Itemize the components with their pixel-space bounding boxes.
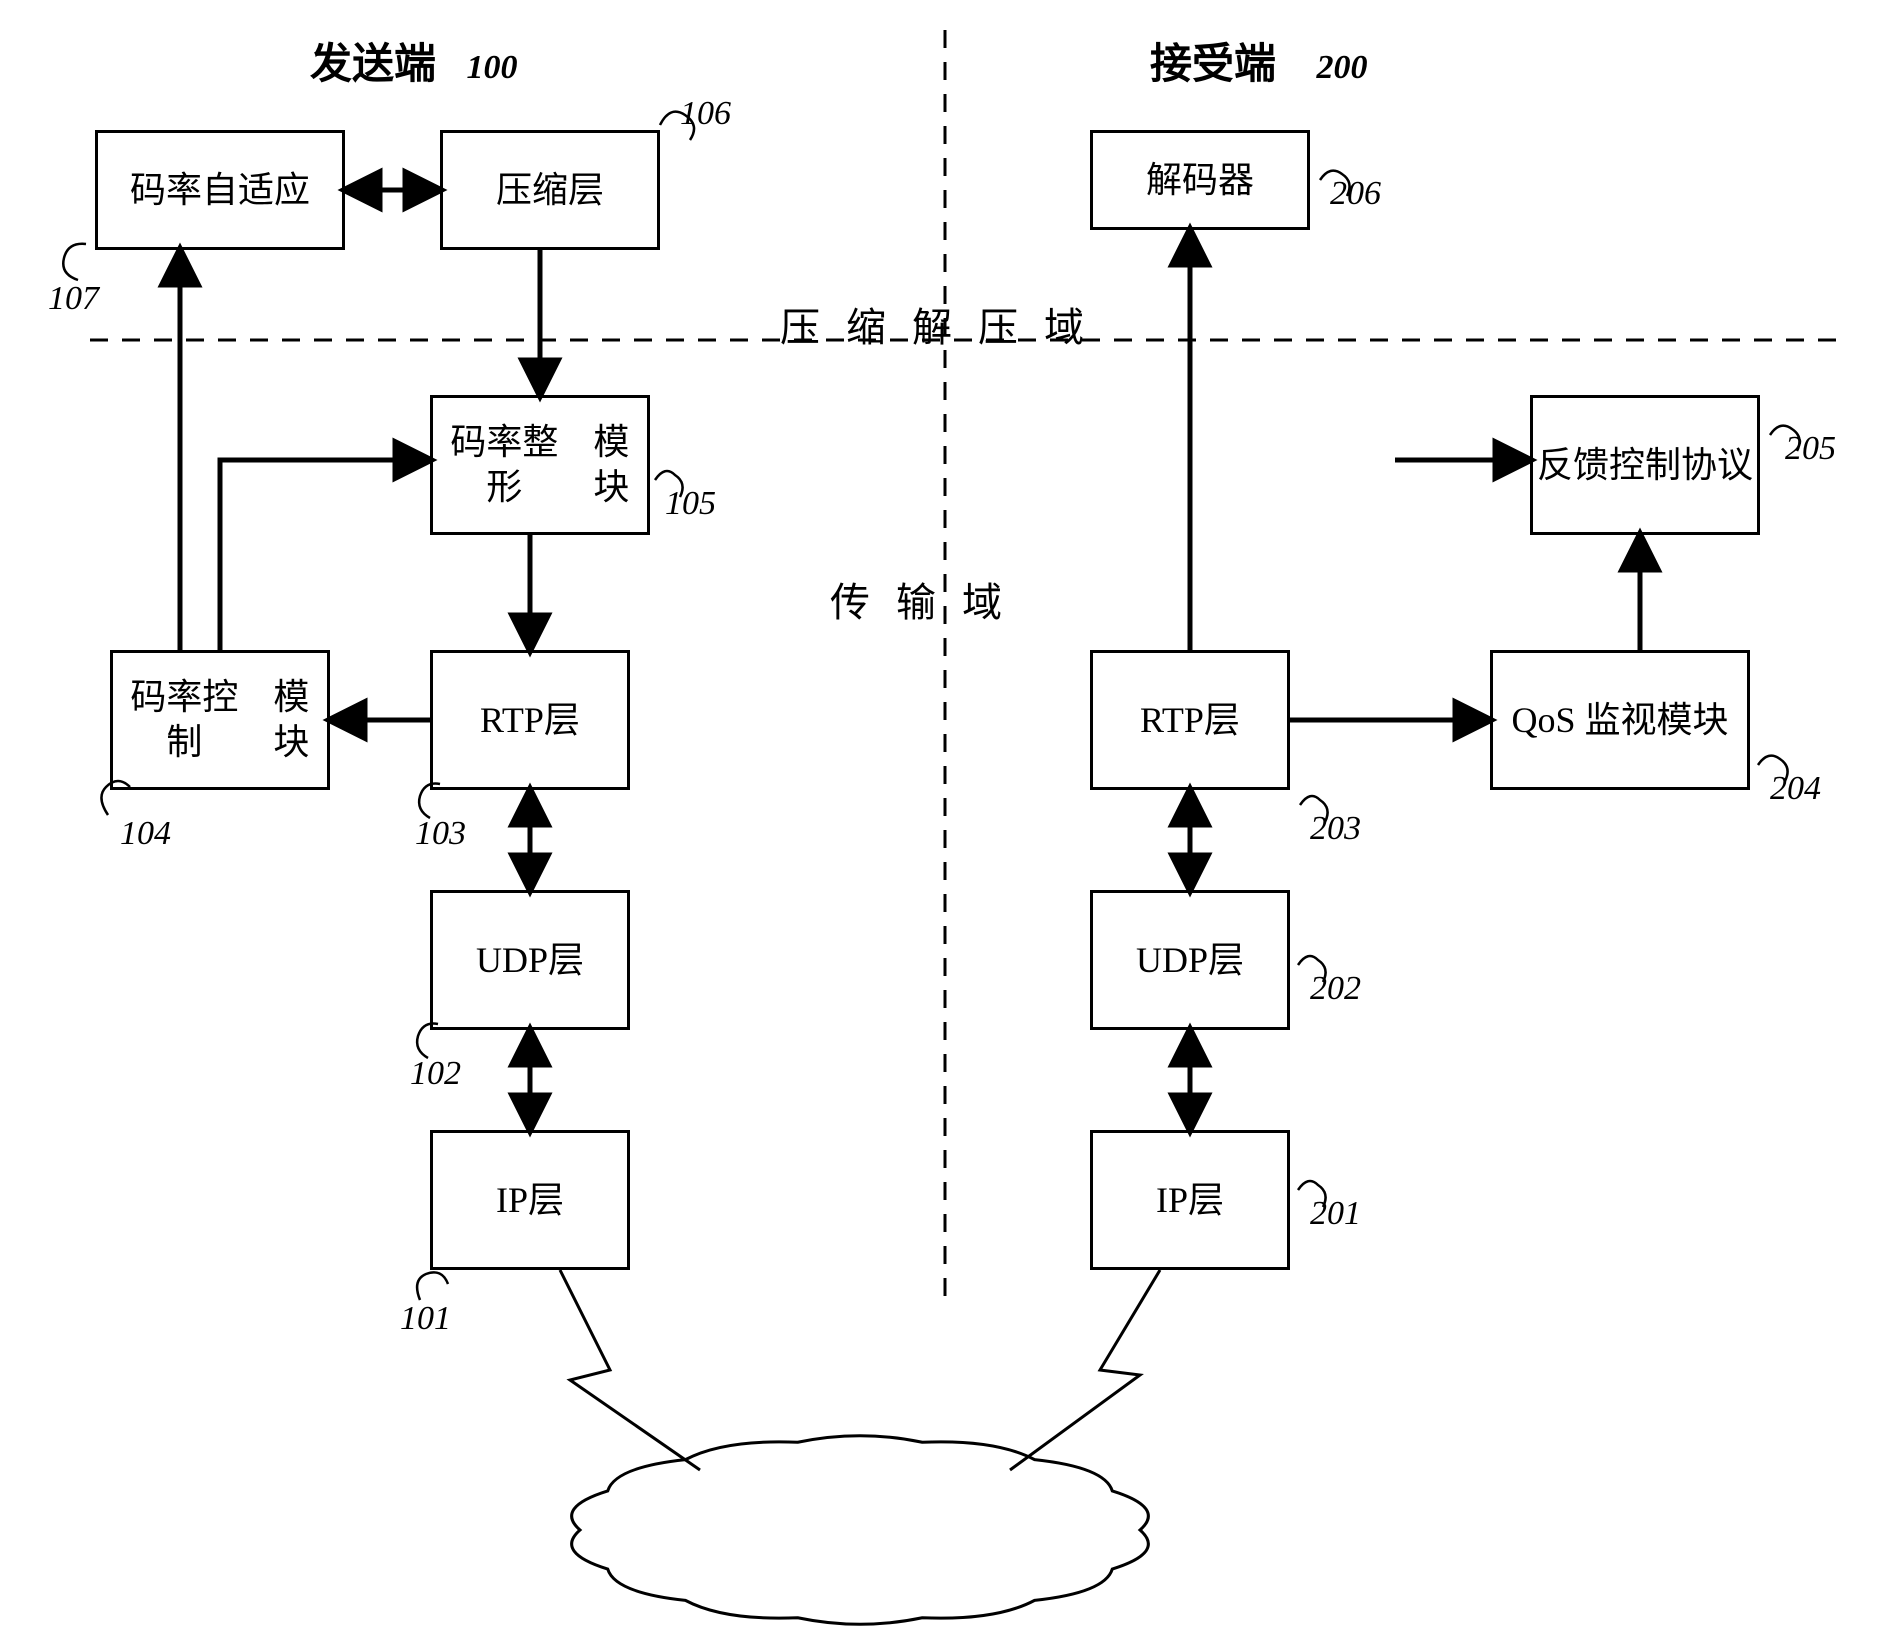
lightning-1 [1010,1270,1160,1470]
squiggle-11 [417,1272,448,1300]
diagram-canvas: 发送端 100 接受端 200 压 缩 解 压 域 传 输 域 码率自适应 107… [0,0,1892,1645]
title-receiver-text: 接受端 [1150,42,1276,88]
node-n206: 解码器 [1090,130,1310,230]
ref-204: 204 [1770,770,1821,808]
squiggle-12 [63,244,86,280]
internet-label: Internet [780,1505,960,1552]
ref-107: 107 [48,280,99,318]
ref-103: 103 [415,815,466,853]
label-transport-domain: 传 输 域 [830,570,1010,628]
node-n106: 压缩层 [440,130,660,250]
title-sender-text: 发送端 [310,42,436,88]
title-receiver: 接受端 200 [1150,30,1368,91]
lightning-0 [560,1270,700,1470]
ref-101: 101 [400,1300,451,1338]
ref-205: 205 [1785,430,1836,468]
title-sender: 发送端 100 [310,30,518,91]
ref-200: 200 [1317,49,1368,86]
edge-n104-n105 [220,460,430,650]
label-compress-domain: 压 缩 解 压 域 [780,295,1092,353]
ref-102: 102 [410,1055,461,1093]
node-n203: RTP层 [1090,650,1290,790]
node-n201: IP层 [1090,1130,1290,1270]
node-n205: 反馈控制协议 [1530,395,1760,535]
ref-105: 105 [665,485,716,523]
node-n101: IP层 [430,1130,630,1270]
ref-202: 202 [1310,970,1361,1008]
ref-100: 100 [467,49,518,86]
ref-201: 201 [1310,1195,1361,1233]
node-n204: QoS 监视模块 [1490,650,1750,790]
node-n104: 码率控制模块 [110,650,330,790]
node-n105: 码率整形模块 [430,395,650,535]
ref-106: 106 [680,95,731,133]
node-n107: 码率自适应 [95,130,345,250]
ref-206: 206 [1330,175,1381,213]
node-n103: RTP层 [430,650,630,790]
ref-203: 203 [1310,810,1361,848]
ref-104: 104 [120,815,171,853]
node-n102: UDP层 [430,890,630,1030]
node-n202: UDP层 [1090,890,1290,1030]
